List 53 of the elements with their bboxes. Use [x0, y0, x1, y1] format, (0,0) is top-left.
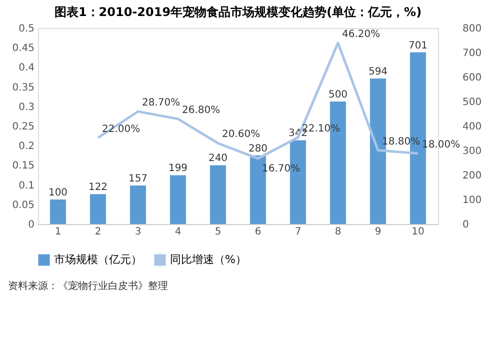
y-tick-label: 0 [28, 220, 34, 230]
data-label: 199 [168, 163, 188, 174]
y2-tick-label: 0 [462, 220, 469, 230]
legend-label: 同比增速（%） [170, 253, 246, 266]
data-label: 701 [408, 40, 428, 52]
data-label: 240 [208, 153, 228, 164]
y2-tick-label: 200 [462, 170, 482, 182]
data-label: 46.20% [342, 28, 380, 40]
text: 资料来源：《宠物行业白皮书》整理 [8, 280, 168, 292]
y-tick-label: 0.4 [18, 62, 34, 74]
y-tick-label: 0.35 [12, 82, 34, 94]
y-tick-label: 0.1 [18, 180, 34, 192]
x-tick-label: 5 [214, 226, 222, 238]
data-label: 500 [328, 90, 348, 100]
data-label: 157 [128, 174, 148, 185]
bar [50, 200, 66, 224]
y2-tick-label: 600 [462, 72, 482, 84]
x-tick-label: 3 [134, 226, 142, 238]
chart-title: 图表1：2010-2019年宠物食品市场规模变化趋势(单位：亿元，%) [54, 5, 422, 19]
data-label: 100 [48, 188, 68, 198]
bar [170, 175, 186, 224]
y-tick-label: 0.45 [12, 43, 34, 54]
x-tick-label: 7 [294, 226, 302, 238]
y-tick-label: 0.05 [12, 200, 34, 211]
data-label: 28.70% [142, 97, 180, 108]
y2-tick-label: 400 [462, 122, 482, 132]
x-tick-label: 1 [54, 226, 62, 238]
y-tick-label: 0.25 [12, 122, 34, 132]
x-tick-label: 6 [254, 226, 262, 238]
y-tick-label: 0.5 [18, 24, 34, 34]
bar [90, 194, 106, 224]
y-tick-label: 0.15 [12, 160, 34, 172]
data-label: 122 [88, 182, 108, 194]
y2-tick-label: 100 [462, 195, 482, 206]
x-tick-label: 2 [94, 226, 102, 238]
bar [210, 165, 226, 224]
data-label: 26.80% [182, 104, 220, 116]
x-tick-label: 9 [374, 226, 382, 238]
y2-tick-label: 700 [462, 48, 482, 59]
y-tick-label: 0.2 [18, 141, 34, 152]
data-label: 20.60% [222, 129, 260, 140]
data-label: 280 [248, 143, 268, 154]
y2-tick-label: 300 [462, 146, 482, 157]
x-tick-label: 10 [412, 226, 424, 238]
data-label: 22.00% [102, 124, 140, 135]
x-tick-label: 4 [174, 226, 182, 238]
legend-label: 市场规模（亿元） [54, 253, 142, 266]
bar [130, 186, 146, 224]
y2-tick-label: 800 [462, 24, 482, 34]
data-label: 594 [368, 66, 388, 78]
y2-tick-label: 500 [462, 97, 482, 108]
x-tick-label: 8 [334, 226, 342, 238]
y-tick-label: 0.3 [18, 102, 34, 113]
